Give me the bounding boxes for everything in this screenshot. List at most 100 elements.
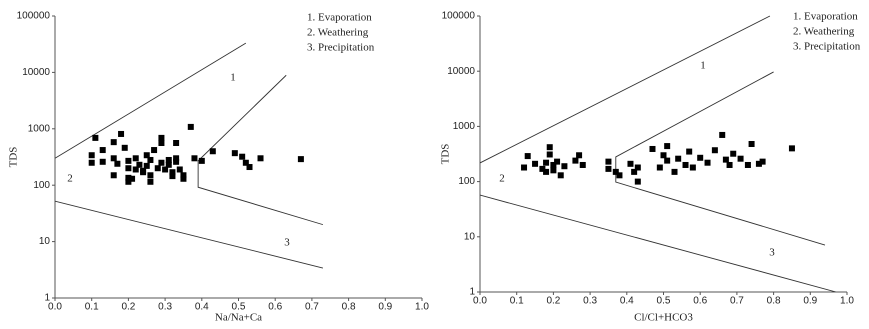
- annotation: 3. Precipitation: [793, 41, 861, 53]
- data-point: [605, 158, 612, 165]
- boundary-line: [480, 15, 771, 164]
- x-tick-label: 0.6: [693, 296, 707, 307]
- data-point: [656, 164, 663, 171]
- y-tick-label: 10: [464, 231, 476, 242]
- data-point: [788, 145, 795, 152]
- data-point: [246, 164, 253, 171]
- data-point: [605, 165, 612, 172]
- data-point: [143, 152, 150, 159]
- x-tick-label: 0.0: [473, 296, 487, 307]
- x-tick-label: 0.8: [767, 296, 781, 307]
- x-tick-label: 0.9: [803, 296, 817, 307]
- x-tick-label: 0.7: [305, 302, 319, 313]
- boundary-line: [55, 200, 324, 269]
- data-point: [110, 139, 117, 146]
- data-point: [572, 157, 579, 164]
- x-tick-label: 0.4: [620, 296, 634, 307]
- data-point: [579, 161, 586, 168]
- annotation: 1. Evaporation: [793, 11, 858, 23]
- data-point: [154, 165, 161, 172]
- data-point: [532, 160, 539, 167]
- data-point: [176, 166, 183, 173]
- data-point: [649, 145, 656, 152]
- data-point: [697, 154, 704, 161]
- data-point: [132, 166, 139, 173]
- y-tick-label: 100000: [17, 11, 51, 22]
- data-point: [730, 150, 737, 157]
- data-point: [634, 178, 641, 185]
- data-point: [704, 159, 711, 166]
- region-label: 1: [700, 60, 706, 72]
- annotation: 2. Weathering: [307, 27, 369, 39]
- x-tick-label: 0.3: [158, 302, 172, 313]
- data-point: [125, 157, 132, 164]
- x-tick-label: 1.0: [415, 302, 429, 313]
- x-axis-label: Na/Na+Ca: [215, 312, 262, 324]
- data-point: [209, 148, 216, 155]
- data-point: [173, 155, 180, 162]
- boundary-line: [480, 194, 837, 292]
- data-point: [147, 178, 154, 185]
- data-point: [158, 134, 165, 141]
- data-point: [576, 152, 583, 159]
- data-point: [612, 168, 619, 175]
- data-point: [675, 155, 682, 162]
- x-axis-label: Cl/Cl+HCO3: [634, 312, 693, 324]
- data-point: [689, 164, 696, 171]
- data-point: [521, 164, 528, 171]
- x-tick-label: 1.0: [840, 296, 854, 307]
- data-point: [239, 153, 246, 160]
- data-point: [539, 165, 546, 172]
- annotation: 1. Evaporation: [307, 12, 372, 24]
- data-point: [165, 156, 172, 163]
- data-point: [546, 144, 553, 151]
- data-point: [198, 157, 205, 164]
- data-point: [561, 163, 568, 170]
- y-axis-label: TDS: [8, 147, 20, 168]
- data-point: [158, 159, 165, 166]
- x-tick-label: 0.5: [657, 296, 671, 307]
- y-tick-label: 1000: [28, 123, 51, 134]
- data-point: [722, 156, 729, 163]
- data-point: [125, 174, 132, 181]
- data-point: [187, 123, 194, 130]
- x-tick-label: 0.3: [583, 296, 597, 307]
- x-tick-label: 0.7: [730, 296, 744, 307]
- data-point: [711, 147, 718, 154]
- boundary-line: [55, 42, 247, 159]
- x-tick-label: 0.2: [546, 296, 560, 307]
- data-point: [110, 155, 117, 162]
- region-label: 2: [67, 173, 73, 185]
- data-point: [737, 155, 744, 162]
- data-point: [664, 143, 671, 150]
- data-point: [554, 158, 561, 165]
- data-point: [660, 152, 667, 159]
- data-point: [147, 172, 154, 179]
- y-tick-label: 10000: [447, 66, 475, 77]
- y-tick-label: 10000: [22, 67, 50, 78]
- data-point: [99, 158, 106, 165]
- y-axis-label: TDS: [440, 144, 452, 165]
- data-point: [88, 159, 95, 166]
- data-point: [132, 155, 139, 162]
- data-point: [634, 164, 641, 171]
- data-point: [99, 147, 106, 154]
- data-point: [242, 159, 249, 166]
- data-point: [147, 156, 154, 163]
- data-point: [297, 156, 304, 163]
- x-tick-label: 0.1: [85, 302, 99, 313]
- x-tick-label: 0.6: [268, 302, 282, 313]
- data-point: [125, 165, 132, 172]
- data-point: [755, 160, 762, 167]
- boundary-line: [197, 74, 324, 226]
- data-point: [557, 172, 564, 179]
- data-point: [110, 172, 117, 179]
- data-point: [92, 134, 99, 141]
- region-label: 3: [284, 237, 290, 249]
- x-tick-label: 0.4: [195, 302, 209, 313]
- y-tick-label: 100: [458, 176, 475, 187]
- data-point: [180, 175, 187, 182]
- y-tick-label: 100000: [442, 11, 476, 22]
- data-point: [162, 166, 169, 173]
